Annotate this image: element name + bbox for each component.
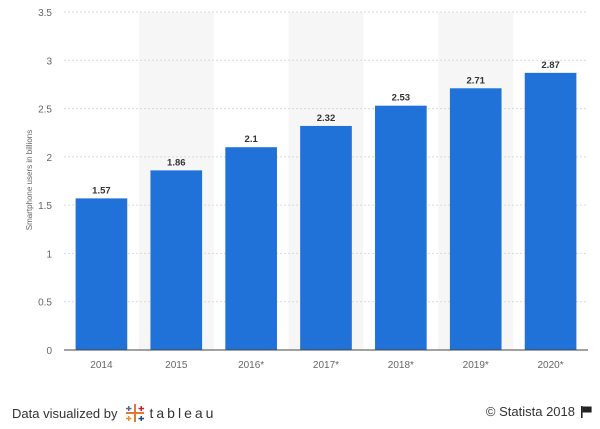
y-tick-label: 1.5 (38, 201, 52, 212)
copyright-text: © Statista 2018 (485, 404, 575, 419)
value-labels: 1.57 1.86 2.1 2.32 2.53 2.71 2.87 (92, 60, 560, 197)
bar-chart: 00.511.522.533.5 1.571.862.12.322.532.71… (25, 8, 588, 371)
tableau-wordmark: tableau (149, 405, 217, 421)
credit-text: Data visualized by (12, 405, 118, 421)
bar[interactable] (449, 88, 502, 350)
bar[interactable] (225, 147, 277, 350)
y-tick-label: 3.5 (38, 8, 52, 19)
bar[interactable] (524, 72, 577, 350)
data-label: 2.87 (541, 60, 560, 71)
data-label: 1.57 (92, 185, 111, 196)
y-tick-label: 1 (46, 249, 52, 260)
bar[interactable] (75, 198, 128, 350)
x-tick-label: 2018* (388, 360, 414, 371)
data-label: 2.71 (466, 75, 485, 86)
x-tick-label: 2017* (313, 360, 339, 371)
y-tick-label: 2 (46, 153, 52, 164)
y-tick-label: 3 (46, 56, 52, 67)
y-axis-ticks: 0 0.5 1 1.5 2 2.5 3 3.5 (38, 8, 52, 357)
bars (75, 72, 577, 350)
x-tick-label: 2014 (90, 360, 113, 371)
x-tick-label: 2020* (538, 360, 564, 371)
data-label: 2.1 (245, 134, 259, 145)
y-tick-label: 0 (46, 346, 52, 357)
bar[interactable] (300, 125, 352, 350)
data-label: 2.53 (392, 93, 411, 104)
footer: Data visualized by tableau © Statista 20… (0, 394, 600, 426)
data-label: 1.86 (167, 157, 186, 168)
y-axis-label: Smartphone users in billions (25, 130, 34, 231)
x-tick-label: 2016* (238, 360, 264, 371)
x-axis-ticks: 2014 2015 2016* 2017* 2018* 2019* 2020* (90, 360, 563, 371)
bar[interactable] (150, 170, 203, 350)
statista-copyright[interactable]: © Statista 2018 (486, 404, 592, 419)
tableau-logo-icon (125, 404, 144, 422)
x-tick-label: 2019* (463, 360, 489, 371)
x-tick-label: 2015 (165, 360, 188, 371)
bar[interactable] (375, 105, 427, 350)
flag-icon (581, 405, 592, 418)
y-tick-label: 0.5 (38, 298, 52, 309)
data-label: 2.32 (317, 113, 336, 124)
y-tick-label: 2.5 (38, 105, 52, 116)
data-visualized-by-credit[interactable]: Data visualized by tableau (12, 402, 216, 424)
